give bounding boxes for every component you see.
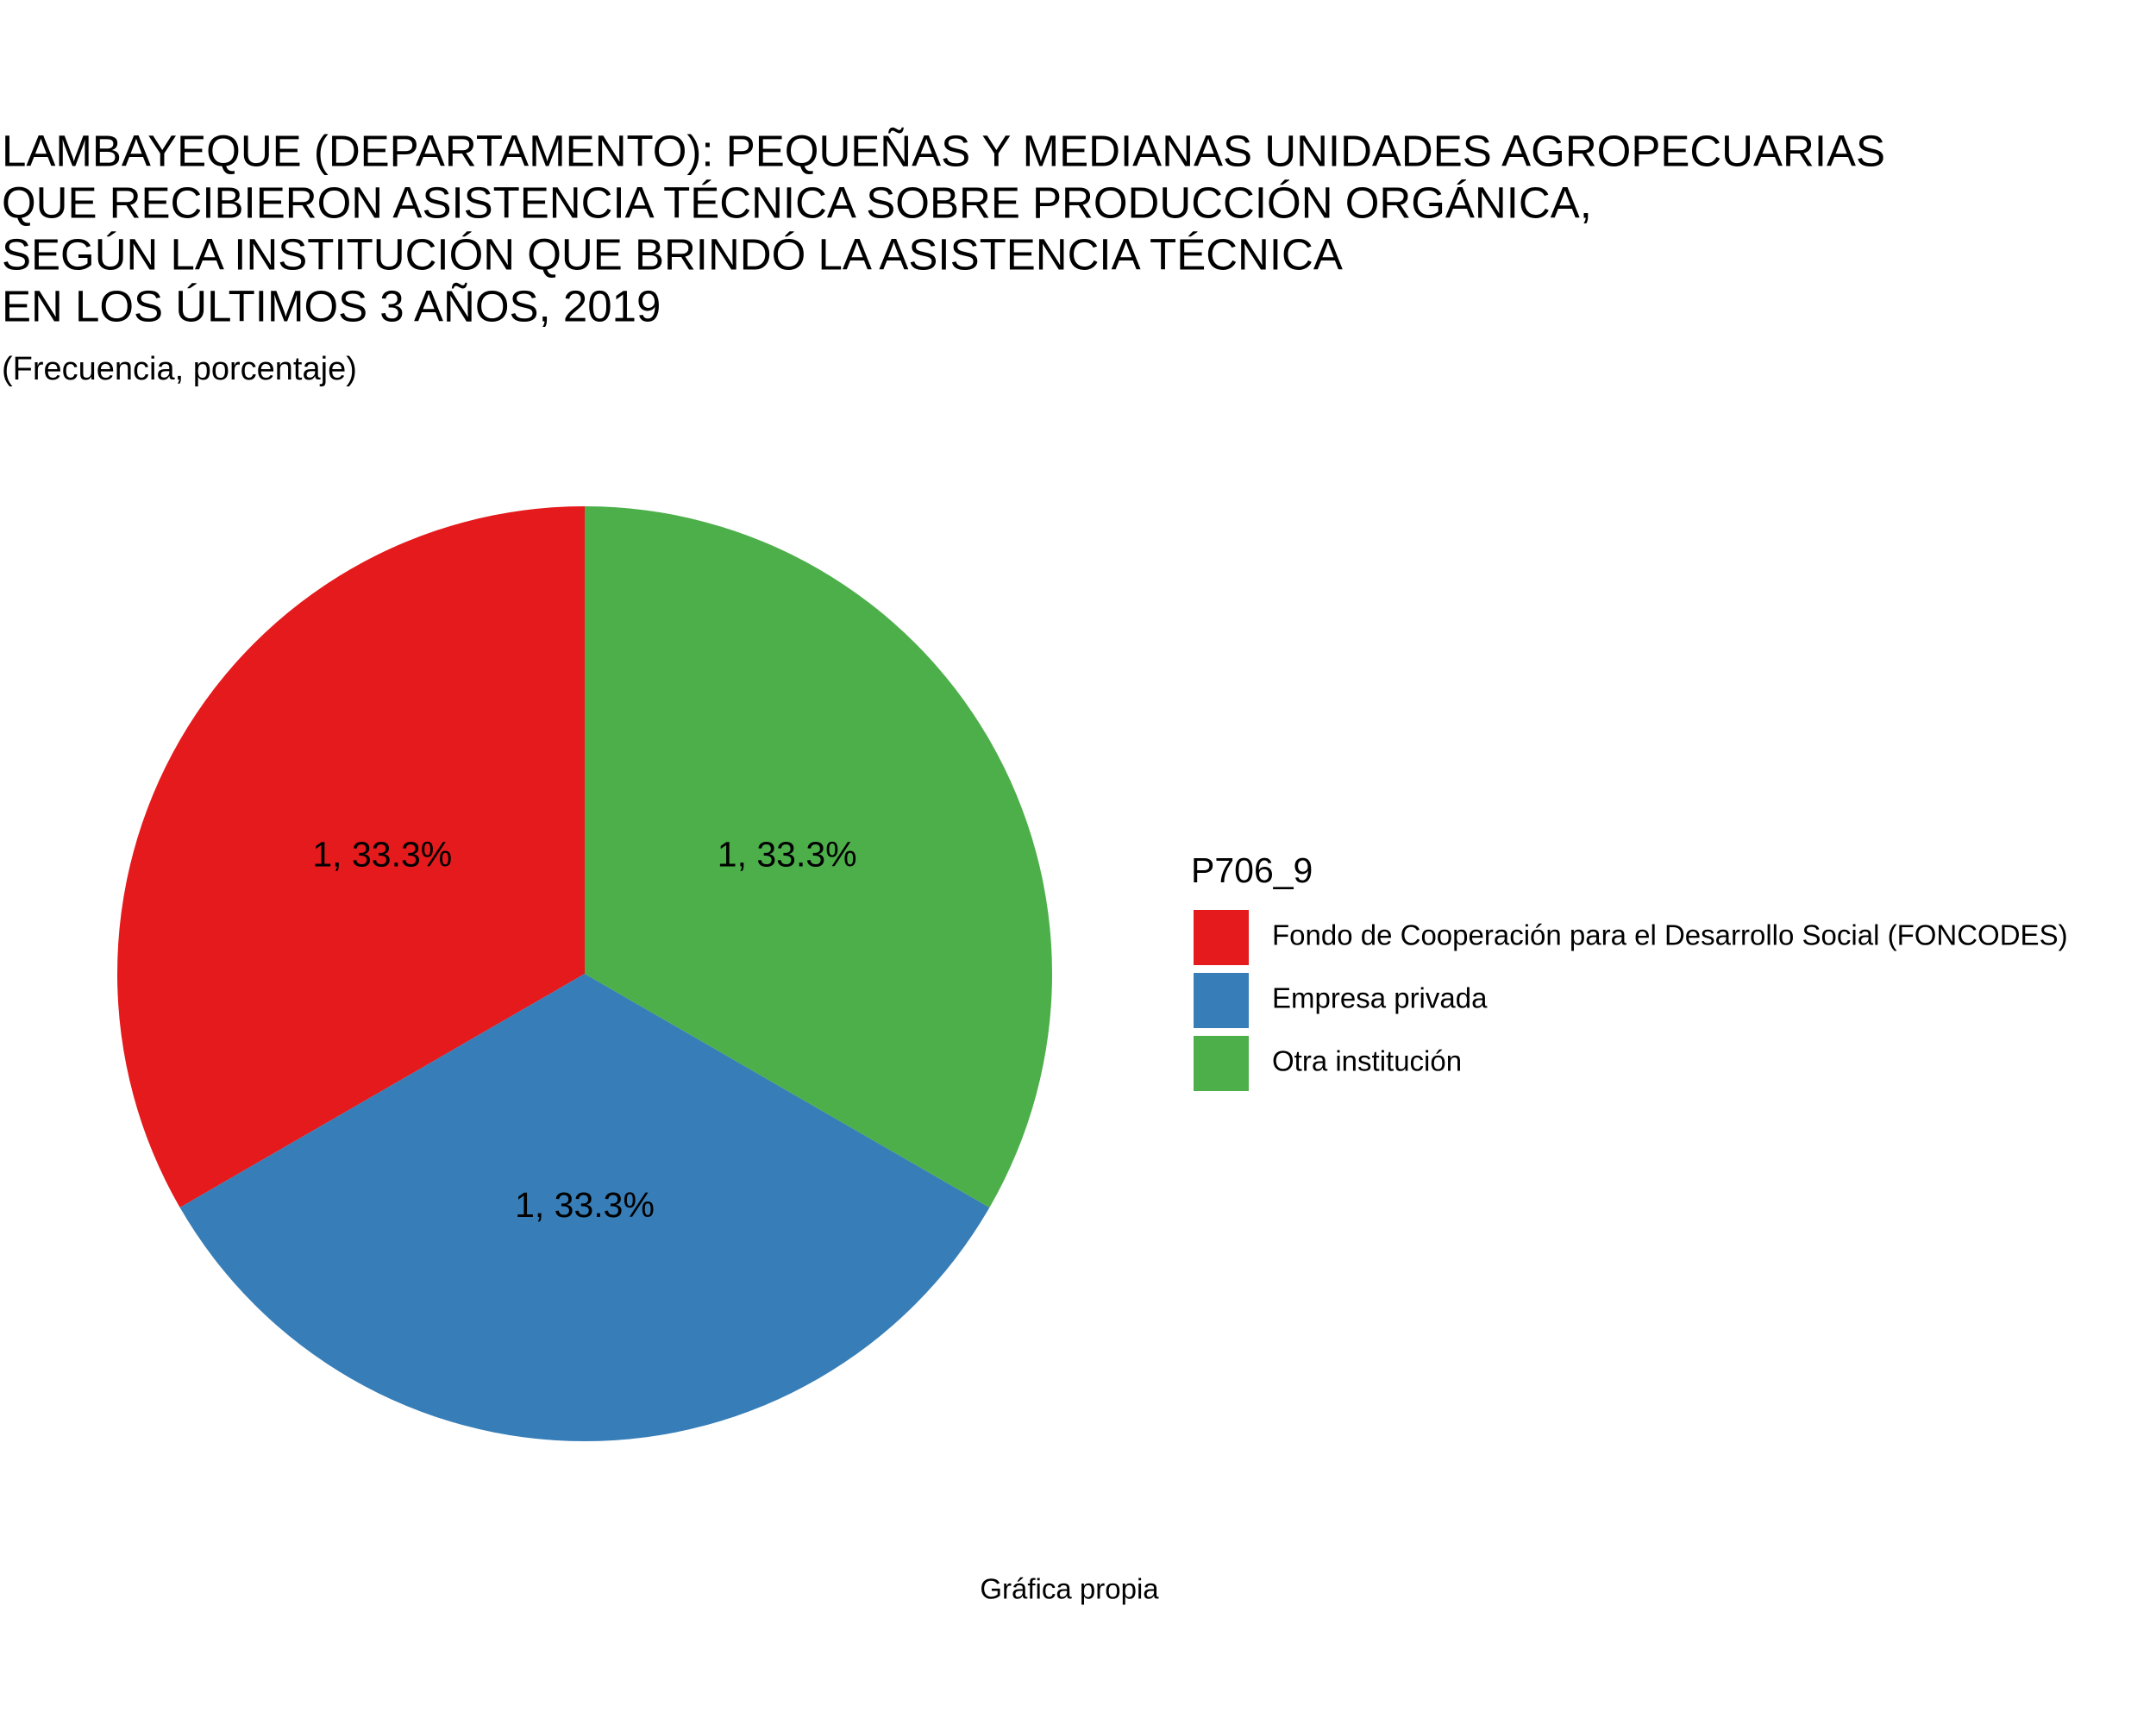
legend-title: P706_9 <box>1191 850 1313 890</box>
slice-label: 1, 33.3% <box>312 834 452 874</box>
chart-title: QUE RECIBIERON ASISTENCIA TÉCNICA SOBRE … <box>2 178 1592 227</box>
legend-key <box>1194 910 1249 965</box>
chart-title: LAMBAYEQUE (DEPARTAMENTO): PEQUEÑAS Y ME… <box>2 126 1885 175</box>
slice-label: 1, 33.3% <box>515 1185 655 1225</box>
chart-title: SEGÚN LA INSTITUCIÓN QUE BRINDÓ LA ASIST… <box>2 229 1343 279</box>
chart-title: EN LOS ÚLTIMOS 3 AÑOS, 2019 <box>2 281 661 330</box>
pie-slice <box>117 506 585 1208</box>
legend-label: Otra institución <box>1272 1045 1462 1077</box>
legend-label: Empresa privada <box>1272 982 1488 1014</box>
subtitle: (Frecuencia, porcentaje) <box>2 351 357 387</box>
pie-slice <box>585 506 1052 1208</box>
caption: Gráfica propia <box>980 1573 1159 1605</box>
legend-key <box>1194 973 1249 1028</box>
slice-label: 1, 33.3% <box>718 834 857 874</box>
legend-label: Fondo de Cooperación para el Desarrollo … <box>1272 919 2068 951</box>
legend-key <box>1194 1036 1249 1091</box>
